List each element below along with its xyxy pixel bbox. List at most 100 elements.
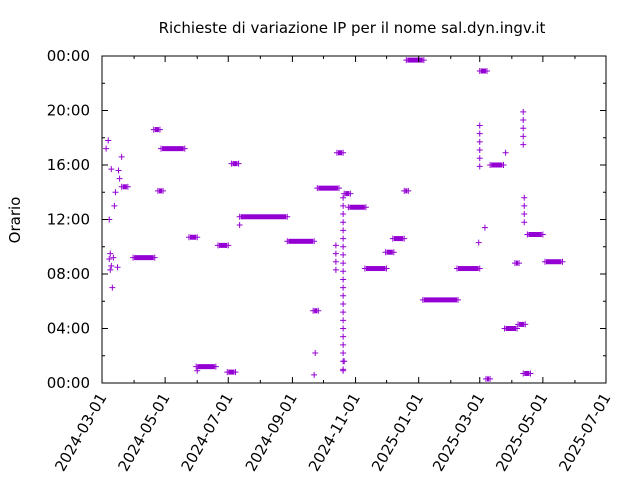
data-point: [520, 117, 527, 124]
data-point: [500, 162, 507, 168]
data-point: [214, 242, 221, 249]
x-tick-label: 2025-03-01: [429, 390, 488, 475]
data-point: [340, 211, 347, 218]
data-point: [476, 147, 483, 154]
x-tick-label: 2024-11-01: [305, 390, 364, 475]
data-point: [527, 370, 534, 377]
chart-title: Richieste di variazione IP per il nome s…: [159, 19, 546, 37]
data-point: [332, 258, 339, 265]
data-point-run: [365, 266, 386, 272]
data-point: [520, 141, 527, 148]
data-point: [312, 350, 319, 357]
data-point: [559, 258, 566, 265]
data-point-run: [197, 364, 215, 370]
data-point: [112, 189, 119, 196]
data-point: [403, 57, 410, 64]
data-point: [114, 264, 121, 271]
data-point: [118, 183, 125, 190]
data-point: [224, 369, 231, 376]
data-point-run: [545, 259, 562, 265]
data-point: [311, 238, 318, 245]
data-point-run: [524, 370, 530, 376]
data-point: [487, 162, 494, 168]
data-point: [419, 296, 426, 303]
data-point: [154, 187, 161, 194]
data-point: [160, 187, 167, 194]
data-point: [520, 370, 527, 377]
data-point: [311, 371, 318, 378]
data-point: [194, 234, 201, 241]
data-point-run: [232, 161, 238, 167]
y-tick-label: 16:00: [47, 156, 90, 174]
data-point: [515, 321, 522, 328]
data-point-run: [505, 326, 516, 331]
y-tick-label: 08:00: [47, 265, 90, 283]
data-point: [232, 369, 239, 376]
data-point-run: [386, 249, 393, 255]
plot-frame: [101, 55, 607, 384]
x-tick-label: 2025-07-01: [555, 390, 614, 475]
data-point: [115, 167, 122, 174]
data-point-run: [218, 242, 228, 248]
data-point: [332, 250, 339, 257]
data-point-run: [288, 238, 314, 244]
data-point: [539, 231, 546, 238]
data-point: [476, 265, 483, 272]
data-point: [520, 108, 527, 115]
data-point: [236, 213, 243, 220]
data-point: [522, 321, 529, 328]
data-point: [347, 190, 354, 197]
x-tick-label: 2024-09-01: [242, 390, 301, 475]
data-point: [475, 239, 482, 246]
data-point: [541, 258, 548, 265]
data-point: [520, 125, 527, 132]
data-point: [340, 251, 347, 258]
data-point: [156, 126, 163, 133]
data-point-run: [162, 146, 184, 152]
data-point: [315, 307, 322, 314]
y-tick-label: 00:00: [47, 47, 90, 65]
data-point: [382, 249, 389, 256]
data-point-run: [134, 255, 154, 261]
data-point: [185, 234, 192, 241]
data-point: [340, 292, 347, 299]
data-point: [181, 145, 188, 152]
data-point-run: [458, 266, 479, 272]
data-point: [284, 238, 291, 245]
data-point: [340, 350, 347, 357]
data-point: [340, 260, 347, 267]
x-tick-label: 2024-05-01: [114, 390, 173, 475]
data-point: [340, 284, 347, 291]
data-point: [476, 130, 483, 137]
data-point: [340, 243, 347, 250]
y-axis-label: Orario: [6, 197, 24, 244]
data-point: [193, 363, 200, 370]
data-point: [341, 358, 348, 365]
data-point: [340, 235, 347, 242]
data-point-run: [228, 369, 235, 375]
data-point: [340, 367, 347, 374]
data-point: [236, 221, 243, 228]
plot-marks: [103, 57, 566, 382]
data-point: [151, 254, 158, 261]
data-point: [105, 137, 112, 144]
data-point: [340, 227, 347, 234]
data-point: [332, 242, 339, 249]
data-point: [235, 160, 242, 167]
data-point: [340, 268, 347, 275]
data-point: [111, 202, 118, 209]
data-point: [150, 126, 157, 133]
data-point: [345, 204, 352, 211]
data-point-run: [491, 162, 503, 168]
x-tick-label: 2025-05-01: [492, 390, 551, 475]
data-point-run: [423, 297, 457, 303]
data-point-run: [122, 184, 127, 190]
data-point: [340, 276, 347, 283]
data-point-run: [345, 191, 350, 197]
data-point: [487, 375, 494, 382]
data-point: [340, 300, 347, 307]
data-point: [521, 194, 528, 201]
y-tick-label: 12:00: [47, 211, 90, 229]
y-tick-label: 00:00: [47, 374, 90, 392]
data-point: [405, 187, 412, 194]
